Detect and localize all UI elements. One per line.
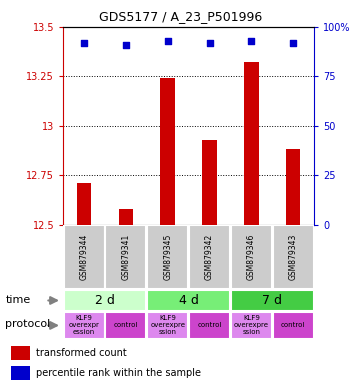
Text: GSM879342: GSM879342 [205, 234, 214, 280]
Text: protocol: protocol [5, 319, 51, 329]
Point [165, 38, 171, 44]
Bar [105, 312, 147, 339]
Text: 4 d: 4 d [179, 294, 199, 307]
Text: KLF9
overexpre
ssion: KLF9 overexpre ssion [150, 315, 185, 336]
Bar [231, 312, 272, 339]
Text: 2 d: 2 d [95, 294, 115, 307]
Bar [202, 140, 217, 225]
Text: control: control [197, 323, 222, 328]
Bar [189, 225, 230, 289]
Bar [105, 225, 147, 289]
Text: GSM879341: GSM879341 [121, 234, 130, 280]
Bar [231, 290, 314, 311]
Point [206, 40, 212, 46]
Bar [273, 312, 314, 339]
Point [248, 38, 254, 44]
Bar [160, 78, 175, 225]
Bar [64, 225, 105, 289]
Bar [11, 346, 30, 360]
Text: KLF9
overexpr
ession: KLF9 overexpr ession [69, 315, 100, 336]
Point [290, 40, 296, 46]
Bar [147, 290, 230, 311]
Text: GSM879343: GSM879343 [289, 234, 298, 280]
Text: GSM879346: GSM879346 [247, 234, 256, 280]
Bar [11, 366, 30, 379]
Bar [273, 225, 314, 289]
Text: percentile rank within the sample: percentile rank within the sample [36, 368, 201, 378]
Bar [189, 312, 230, 339]
Text: GSM879344: GSM879344 [79, 234, 88, 280]
Bar [147, 312, 188, 339]
Text: GDS5177 / A_23_P501996: GDS5177 / A_23_P501996 [99, 10, 262, 23]
Bar [64, 312, 105, 339]
Bar [118, 209, 133, 225]
Text: control: control [281, 323, 305, 328]
Bar [147, 225, 188, 289]
Text: time: time [5, 295, 31, 306]
Text: KLF9
overexpre
ssion: KLF9 overexpre ssion [234, 315, 269, 336]
Bar [286, 149, 300, 225]
Bar [231, 225, 272, 289]
Bar [64, 290, 147, 311]
Text: GSM879345: GSM879345 [163, 234, 172, 280]
Bar [77, 183, 91, 225]
Point [81, 40, 87, 46]
Bar [244, 63, 259, 225]
Point [123, 41, 129, 48]
Text: control: control [114, 323, 138, 328]
Text: 7 d: 7 d [262, 294, 282, 307]
Text: transformed count: transformed count [36, 348, 126, 358]
